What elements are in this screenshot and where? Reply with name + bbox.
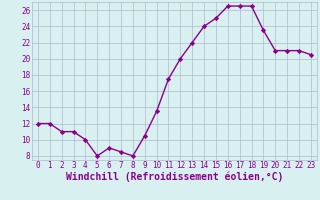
X-axis label: Windchill (Refroidissement éolien,°C): Windchill (Refroidissement éolien,°C) <box>66 172 283 182</box>
